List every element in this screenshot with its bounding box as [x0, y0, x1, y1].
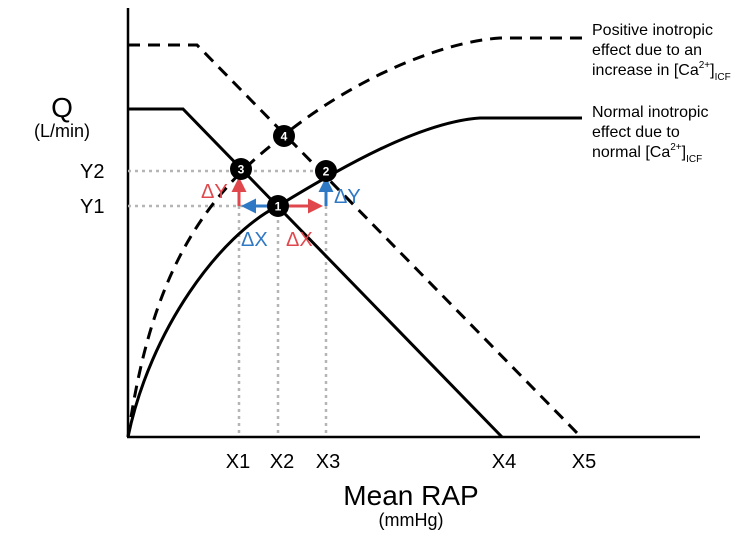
delta-y-red-label: ΔY [201, 181, 228, 203]
point-1: 1 [267, 195, 289, 217]
x-tick-x5: X5 [572, 451, 596, 473]
point-3: 3 [230, 158, 252, 180]
legend-positive-mid: ] [710, 62, 714, 79]
legend-normal-line3: normal [Ca2+]ICF [592, 142, 702, 165]
legend-normal: Normal inotropic effect due to normal [C… [592, 104, 708, 165]
x-tick-x3: X3 [316, 451, 340, 473]
x-tick-x1: X1 [226, 451, 250, 473]
cardiac-function-curve-positive [126, 36, 582, 438]
x-tick-x4: X4 [492, 451, 516, 473]
point-2-label: 2 [323, 165, 330, 179]
legend-positive: Positive inotropic effect due to an incr… [592, 22, 731, 83]
point-4: 4 [273, 125, 295, 147]
x-axis-unit: (mmHg) [379, 510, 444, 530]
y-tick-y1: Y1 [80, 196, 104, 218]
legend-positive-sup: 2+ [699, 60, 711, 71]
delta-y-blue-label: ΔY [334, 186, 361, 208]
legend-normal-sub: ICF [686, 154, 702, 165]
y-axis-title: Q [51, 92, 73, 123]
delta-x-red-label: ΔX [286, 229, 313, 251]
legend-positive-sub: ICF [715, 72, 731, 83]
guide-lines [128, 169, 328, 437]
legend-positive-pre: increase in [Ca [592, 62, 699, 79]
x-tick-x2: X2 [270, 451, 294, 473]
delta-x-blue-label: ΔX [241, 229, 268, 251]
legend-positive-line3: increase in [Ca2+]ICF [592, 60, 731, 83]
legend-normal-sup: 2+ [670, 142, 682, 153]
x-axis-title: Mean RAP [343, 480, 478, 511]
cardiac-function-curve-normal [126, 116, 582, 438]
legend-positive-line2: effect due to an [592, 42, 702, 59]
point-2: 2 [315, 160, 337, 182]
point-3-label: 3 [238, 163, 245, 177]
point-4-label: 4 [281, 130, 288, 144]
y-axis-unit: (L/min) [34, 121, 90, 141]
venous-return-curve-normal [128, 107, 504, 439]
legend-positive-line1: Positive inotropic [592, 22, 713, 39]
legend-normal-line1: Normal inotropic [592, 104, 708, 121]
point-1-label: 1 [275, 200, 282, 214]
legend-normal-line2: effect due to [592, 124, 680, 141]
venous-return-curve-shifted [128, 43, 583, 439]
legend-normal-pre: normal [Ca [592, 144, 670, 161]
y-tick-y2: Y2 [80, 161, 104, 183]
legend-normal-mid: ] [682, 144, 686, 161]
